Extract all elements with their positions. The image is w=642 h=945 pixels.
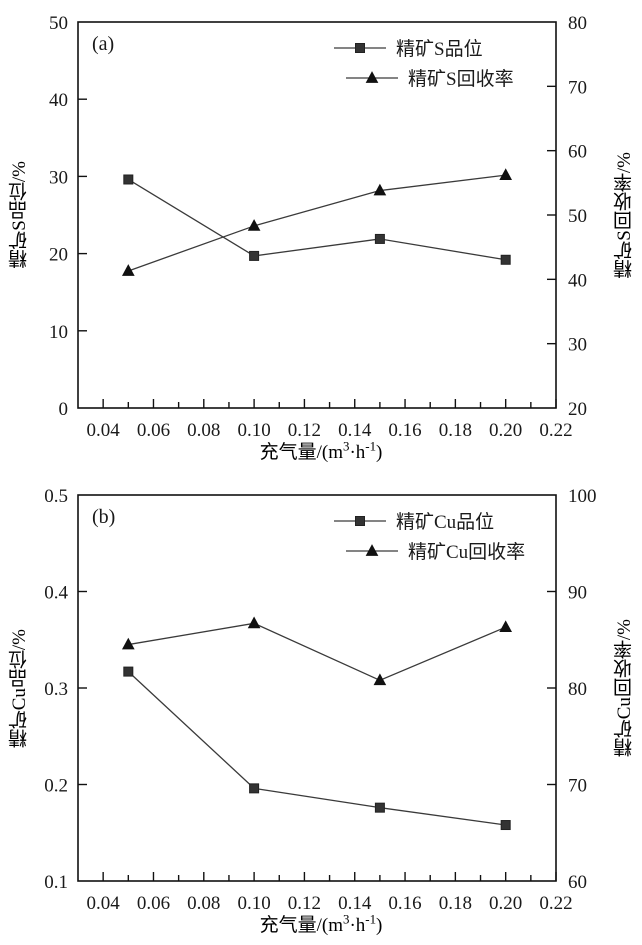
y-tick-label-left: 40 [49, 90, 68, 111]
y-tick-label-right: 70 [568, 77, 587, 98]
y-axis-left-label-a: 精矿S品位/% [9, 161, 30, 269]
data-marker-triangle [373, 183, 387, 196]
x-axis-label-a: 充气量/(m3·h-1) [0, 437, 642, 464]
y-axis-right-label-b: 精矿Cu回收率/% [614, 619, 635, 758]
series-line-1 [127, 671, 506, 826]
x-axis-label-b-mid: ·h [349, 915, 366, 936]
x-tick-label: 0.18 [439, 420, 472, 441]
x-tick-label: 0.16 [388, 893, 421, 914]
legend-marker-square [355, 43, 365, 53]
series-line-2 [128, 622, 506, 681]
y-tick-label-left: 50 [49, 13, 68, 34]
x-tick-label: 0.10 [237, 420, 270, 441]
plot-area-a: 0.04 0.06 0.08 0.10 0.12 0.14 0.16 0.18 0.20 0.22… [49, 13, 587, 441]
y-axis-left-label-b: 精矿Cu品位/% [9, 628, 30, 748]
y-tick-label-right: 40 [568, 270, 587, 291]
x-tick-label: 0.20 [489, 893, 522, 914]
data-marker-square [123, 666, 134, 677]
y-axis-right-label-a: 精矿S回收率/% [614, 151, 635, 279]
y-tick-label-right: 80 [568, 13, 587, 34]
y-tick-label-left: 0.1 [44, 872, 68, 893]
data-marker-triangle [499, 168, 513, 180]
y-tick-label-right: 60 [568, 872, 587, 893]
x-tick-label: 0.08 [187, 420, 220, 441]
series-line-1 [127, 178, 506, 261]
panel-tag: (b) [92, 506, 115, 528]
y-tick-label-right: 100 [568, 486, 597, 507]
data-marker-triangle [247, 616, 261, 629]
legend-label: 精矿Cu品位 [396, 511, 494, 533]
legend-label: 精矿Cu回收率 [408, 541, 525, 563]
y-tick-label-left: 10 [49, 322, 68, 343]
legend-item: 精矿S回收率 [346, 68, 514, 90]
data-marker-triangle [121, 637, 135, 650]
y-tick-label-left: 0.2 [44, 776, 68, 797]
y-tick-label-left: 0.3 [44, 679, 68, 700]
x-axis-label-b-main: 充气量/(m [259, 915, 343, 936]
x-axis-label-b-sup2: -1 [365, 911, 377, 927]
plot-area-b: 0.04 0.06 0.08 0.10 0.12 0.14 0.16 0.18 0.20 0.22… [44, 486, 597, 914]
data-marker-triangle [499, 620, 513, 633]
data-marker-square [374, 802, 385, 813]
x-tick-label: 0.08 [187, 893, 220, 914]
data-marker-square [500, 254, 511, 265]
y-tick-label-right: 60 [568, 142, 587, 163]
x-tick-label: 0.10 [237, 893, 270, 914]
x-axis-label-a-sup1: 3 [343, 438, 350, 454]
y-tick-label-left: 20 [49, 245, 68, 266]
panel-tag: (a) [92, 33, 114, 55]
x-axis-label-b-end: ) [376, 915, 383, 936]
x-axis-label-a-mid: ·h [349, 442, 366, 463]
y-tick-label-left: 0.4 [44, 583, 68, 604]
x-tick-label: 0.22 [539, 893, 572, 914]
x-tick-label: 0.14 [338, 893, 372, 914]
x-tick-label: 0.14 [338, 420, 372, 441]
legend-item: 精矿S品位 [334, 38, 483, 60]
data-marker-square [249, 783, 260, 794]
legend-label: 精矿S品位 [396, 38, 483, 60]
x-tick-label: 0.18 [439, 893, 472, 914]
y-tick-label-left: 0 [59, 399, 69, 420]
data-marker-square [500, 820, 511, 831]
data-marker-square [374, 233, 385, 244]
x-tick-label: 0.12 [288, 893, 321, 914]
x-tick-label: 0.22 [539, 420, 572, 441]
x-tick-label: 0.04 [87, 893, 121, 914]
y-tick-label-right: 50 [568, 206, 587, 227]
x-tick-label: 0.12 [288, 420, 321, 441]
x-tick-label: 0.06 [137, 420, 170, 441]
legend-marker-triangle [365, 71, 379, 83]
legend-label: 精矿S回收率 [408, 68, 514, 90]
y-tick-label-left: 30 [49, 167, 68, 188]
chart-panel-a: 0.04 0.06 0.08 0.10 0.12 0.14 0.16 0.18 0.20 0.22… [0, 0, 642, 472]
data-marker-triangle [247, 219, 261, 231]
legend-marker-square [355, 516, 365, 526]
legend-marker-triangle [365, 544, 379, 556]
x-axis-label-a-sup2: -1 [365, 438, 377, 454]
y-tick-label-right: 30 [568, 335, 587, 356]
data-marker-triangle [373, 673, 387, 686]
series-line-2 [128, 174, 506, 272]
y-tick-label-left: 0.5 [44, 486, 68, 507]
data-marker-square [249, 250, 260, 261]
y-tick-label-right: 70 [568, 776, 587, 797]
x-axis-label-b: 充气量/(m3·h-1) [0, 910, 642, 937]
x-axis-label-a-main: 充气量/(m [259, 442, 343, 463]
x-tick-label: 0.06 [137, 893, 170, 914]
legend-item: 精矿Cu品位 [334, 511, 494, 533]
x-tick-label: 0.20 [489, 420, 522, 441]
chart-panel-b: 0.04 0.06 0.08 0.10 0.12 0.14 0.16 0.18 0.20 0.22… [0, 473, 642, 945]
y-tick-label-right: 20 [568, 399, 587, 420]
x-axis-label-b-sup1: 3 [343, 911, 350, 927]
y-tick-label-right: 80 [568, 679, 587, 700]
legend-item: 精矿Cu回收率 [346, 541, 525, 563]
data-marker-triangle [121, 264, 135, 276]
y-tick-label-right: 90 [568, 583, 587, 604]
data-marker-square [123, 174, 134, 185]
x-axis-label-a-end: ) [376, 442, 383, 463]
x-tick-label: 0.04 [87, 420, 121, 441]
x-tick-label: 0.16 [388, 420, 421, 441]
